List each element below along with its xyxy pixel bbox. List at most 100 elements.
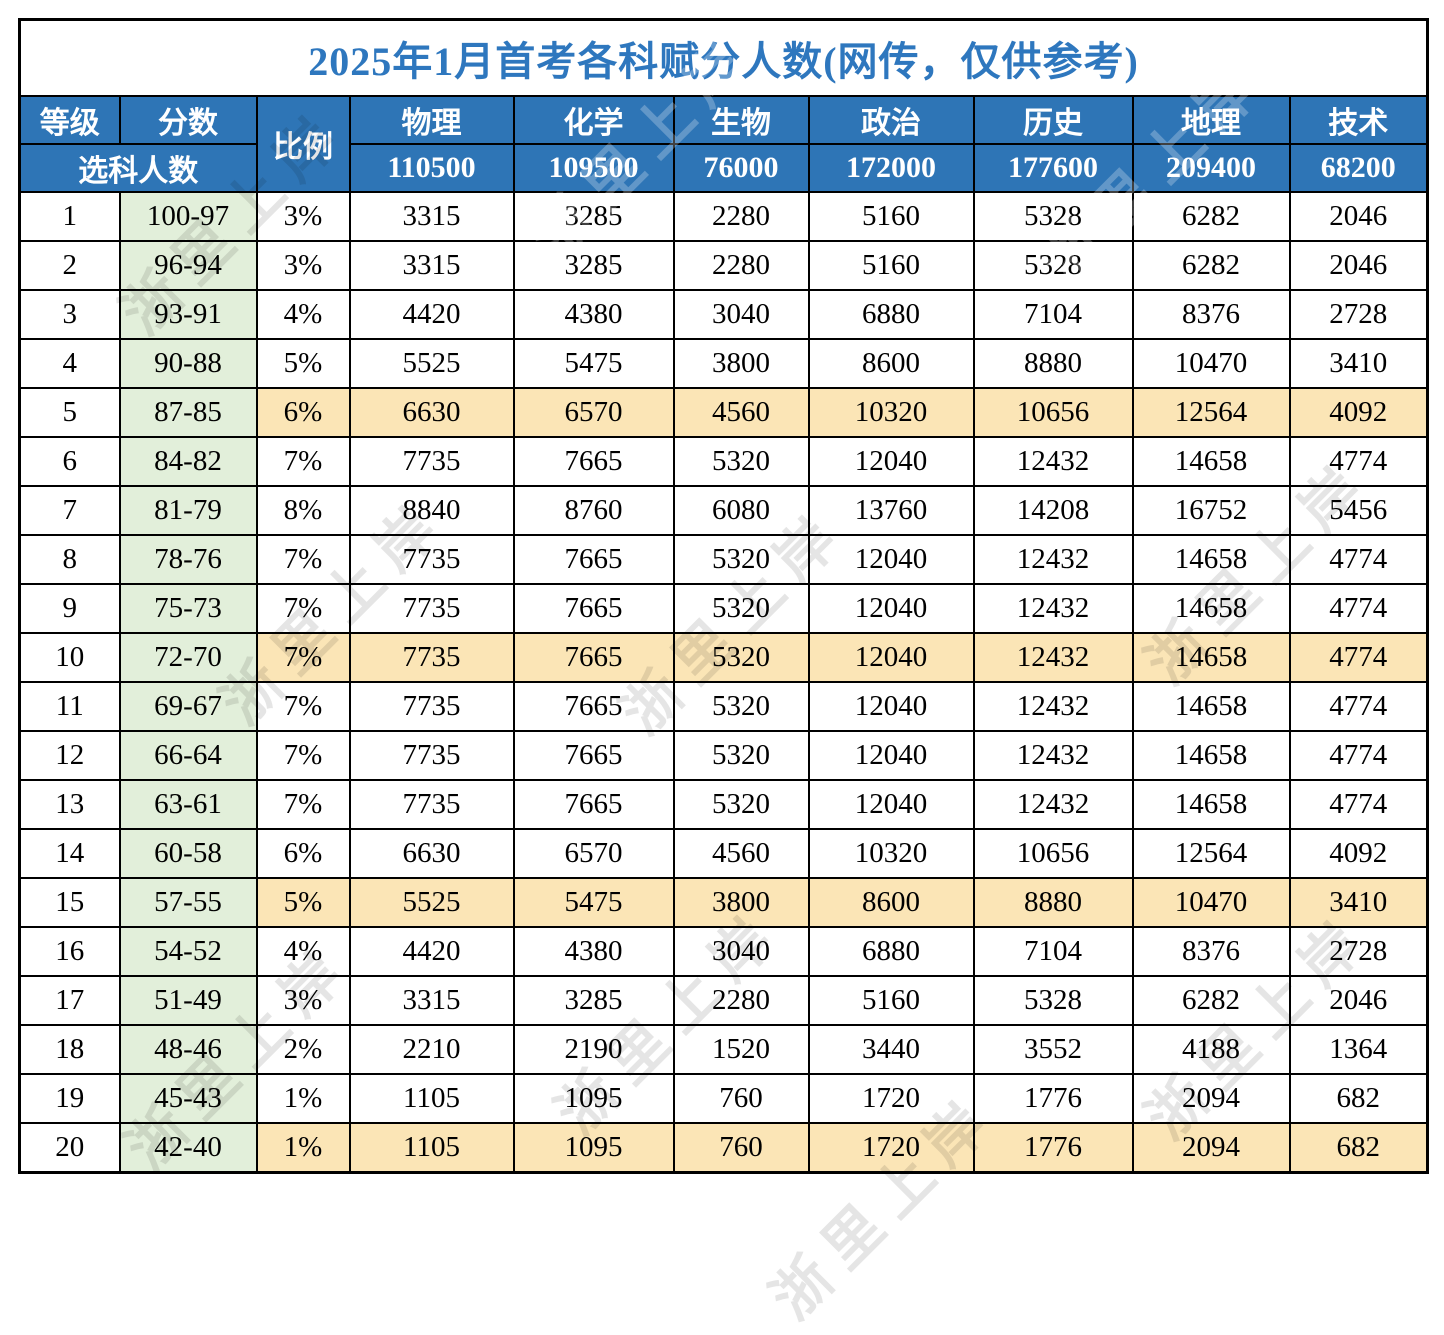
score-cell: 42-40 [118,1122,258,1174]
value-cell: 2190 [512,1024,675,1075]
subject-header: 政治 [807,95,975,145]
subject-total: 68200 [1288,143,1429,193]
value-cell: 7735 [348,681,515,732]
value-cell: 4774 [1288,779,1429,830]
header-score: 分数 [118,95,258,145]
header-row-totals: 选科人数 110500 109500 76000 172000 177600 209400… [18,143,1429,193]
grade-cell: 19 [18,1073,121,1124]
grade-cell: 18 [18,1024,121,1075]
grade-cell: 17 [18,975,121,1026]
table-row: 14 60-58 6% 6630 6570 4560 10320 10656 12564 4092 [18,828,1429,879]
value-cell: 3285 [512,240,675,291]
value-cell: 2728 [1288,289,1429,340]
score-cell: 75-73 [118,583,258,634]
subject-header: 技术 [1288,95,1429,145]
grade-cell: 8 [18,534,121,585]
score-cell: 93-91 [118,289,258,340]
value-cell: 5525 [348,338,515,389]
value-cell: 5160 [807,191,975,242]
value-cell: 8376 [1131,926,1291,977]
table-row: 1 100-97 3% 3315 3285 2280 5160 5328 6282 2046 [18,191,1429,242]
value-cell: 14208 [972,485,1134,536]
value-cell: 8600 [807,877,975,928]
value-cell: 7104 [972,926,1134,977]
value-cell: 682 [1288,1122,1429,1174]
ratio-cell: 8% [255,485,351,536]
value-cell: 2094 [1131,1073,1291,1124]
value-cell: 1105 [348,1073,515,1124]
table-row: 6 84-82 7% 7735 7665 5320 12040 12432 14658 4774 [18,436,1429,487]
value-cell: 16752 [1131,485,1291,536]
value-cell: 3800 [672,877,810,928]
value-cell: 1095 [512,1073,675,1124]
table-body: 1 100-97 3% 3315 3285 2280 5160 5328 6282 2046 2 96… [18,191,1429,1174]
value-cell: 5320 [672,632,810,683]
value-cell: 6570 [512,828,675,879]
grade-cell: 11 [18,681,121,732]
value-cell: 12564 [1131,387,1291,438]
score-cell: 96-94 [118,240,258,291]
value-cell: 6630 [348,387,515,438]
ratio-cell: 1% [255,1073,351,1124]
value-cell: 3800 [672,338,810,389]
grade-cell: 5 [18,387,121,438]
value-cell: 5328 [972,191,1134,242]
value-cell: 3552 [972,1024,1134,1075]
value-cell: 14658 [1131,730,1291,781]
value-cell: 2094 [1131,1122,1291,1174]
subject-total: 76000 [672,143,810,193]
value-cell: 12432 [972,681,1134,732]
subject-header: 生物 [672,95,810,145]
value-cell: 2046 [1288,240,1429,291]
table-row: 8 78-76 7% 7735 7665 5320 12040 12432 14658 4774 [18,534,1429,585]
ratio-cell: 4% [255,926,351,977]
value-cell: 8376 [1131,289,1291,340]
value-cell: 1776 [972,1122,1134,1174]
subject-header: 地理 [1131,95,1291,145]
value-cell: 8600 [807,338,975,389]
table-row: 16 54-52 4% 4420 4380 3040 6880 7104 8376 2728 [18,926,1429,977]
ratio-cell: 6% [255,828,351,879]
value-cell: 12040 [807,583,975,634]
value-cell: 3285 [512,191,675,242]
subject-header: 历史 [972,95,1134,145]
value-cell: 7735 [348,730,515,781]
table-row: 3 93-91 4% 4420 4380 3040 6880 7104 8376 2728 [18,289,1429,340]
value-cell: 12040 [807,632,975,683]
ratio-cell: 3% [255,240,351,291]
table-row: 13 63-61 7% 7735 7665 5320 12040 12432 14658 4774 [18,779,1429,830]
value-cell: 6570 [512,387,675,438]
value-cell: 760 [672,1122,810,1174]
value-cell: 8840 [348,485,515,536]
value-cell: 2280 [672,975,810,1026]
subject-total: 209400 [1131,143,1291,193]
table-row: 5 87-85 6% 6630 6570 4560 10320 10656 12564 4092 [18,387,1429,438]
value-cell: 6880 [807,926,975,977]
score-cell: 84-82 [118,436,258,487]
grade-cell: 20 [18,1122,121,1174]
score-cell: 60-58 [118,828,258,879]
value-cell: 2046 [1288,191,1429,242]
value-cell: 2046 [1288,975,1429,1026]
value-cell: 3285 [512,975,675,1026]
value-cell: 12432 [972,436,1134,487]
value-cell: 5320 [672,681,810,732]
value-cell: 7735 [348,632,515,683]
grade-cell: 10 [18,632,121,683]
ratio-cell: 7% [255,632,351,683]
value-cell: 12564 [1131,828,1291,879]
score-distribution-table: 2025年1月首考各科赋分人数(网传，仅供参考) 等级 分数 比例 物理 化学 生物… [18,18,1430,1174]
value-cell: 8760 [512,485,675,536]
value-cell: 7665 [512,681,675,732]
ratio-cell: 5% [255,338,351,389]
table-row: 12 66-64 7% 7735 7665 5320 12040 12432 14658 4774 [18,730,1429,781]
value-cell: 14658 [1131,436,1291,487]
value-cell: 5160 [807,975,975,1026]
grade-cell: 2 [18,240,121,291]
value-cell: 3315 [348,191,515,242]
value-cell: 682 [1288,1073,1429,1124]
value-cell: 6282 [1131,191,1291,242]
value-cell: 4774 [1288,681,1429,732]
header-grade: 等级 [18,95,121,145]
value-cell: 7665 [512,583,675,634]
